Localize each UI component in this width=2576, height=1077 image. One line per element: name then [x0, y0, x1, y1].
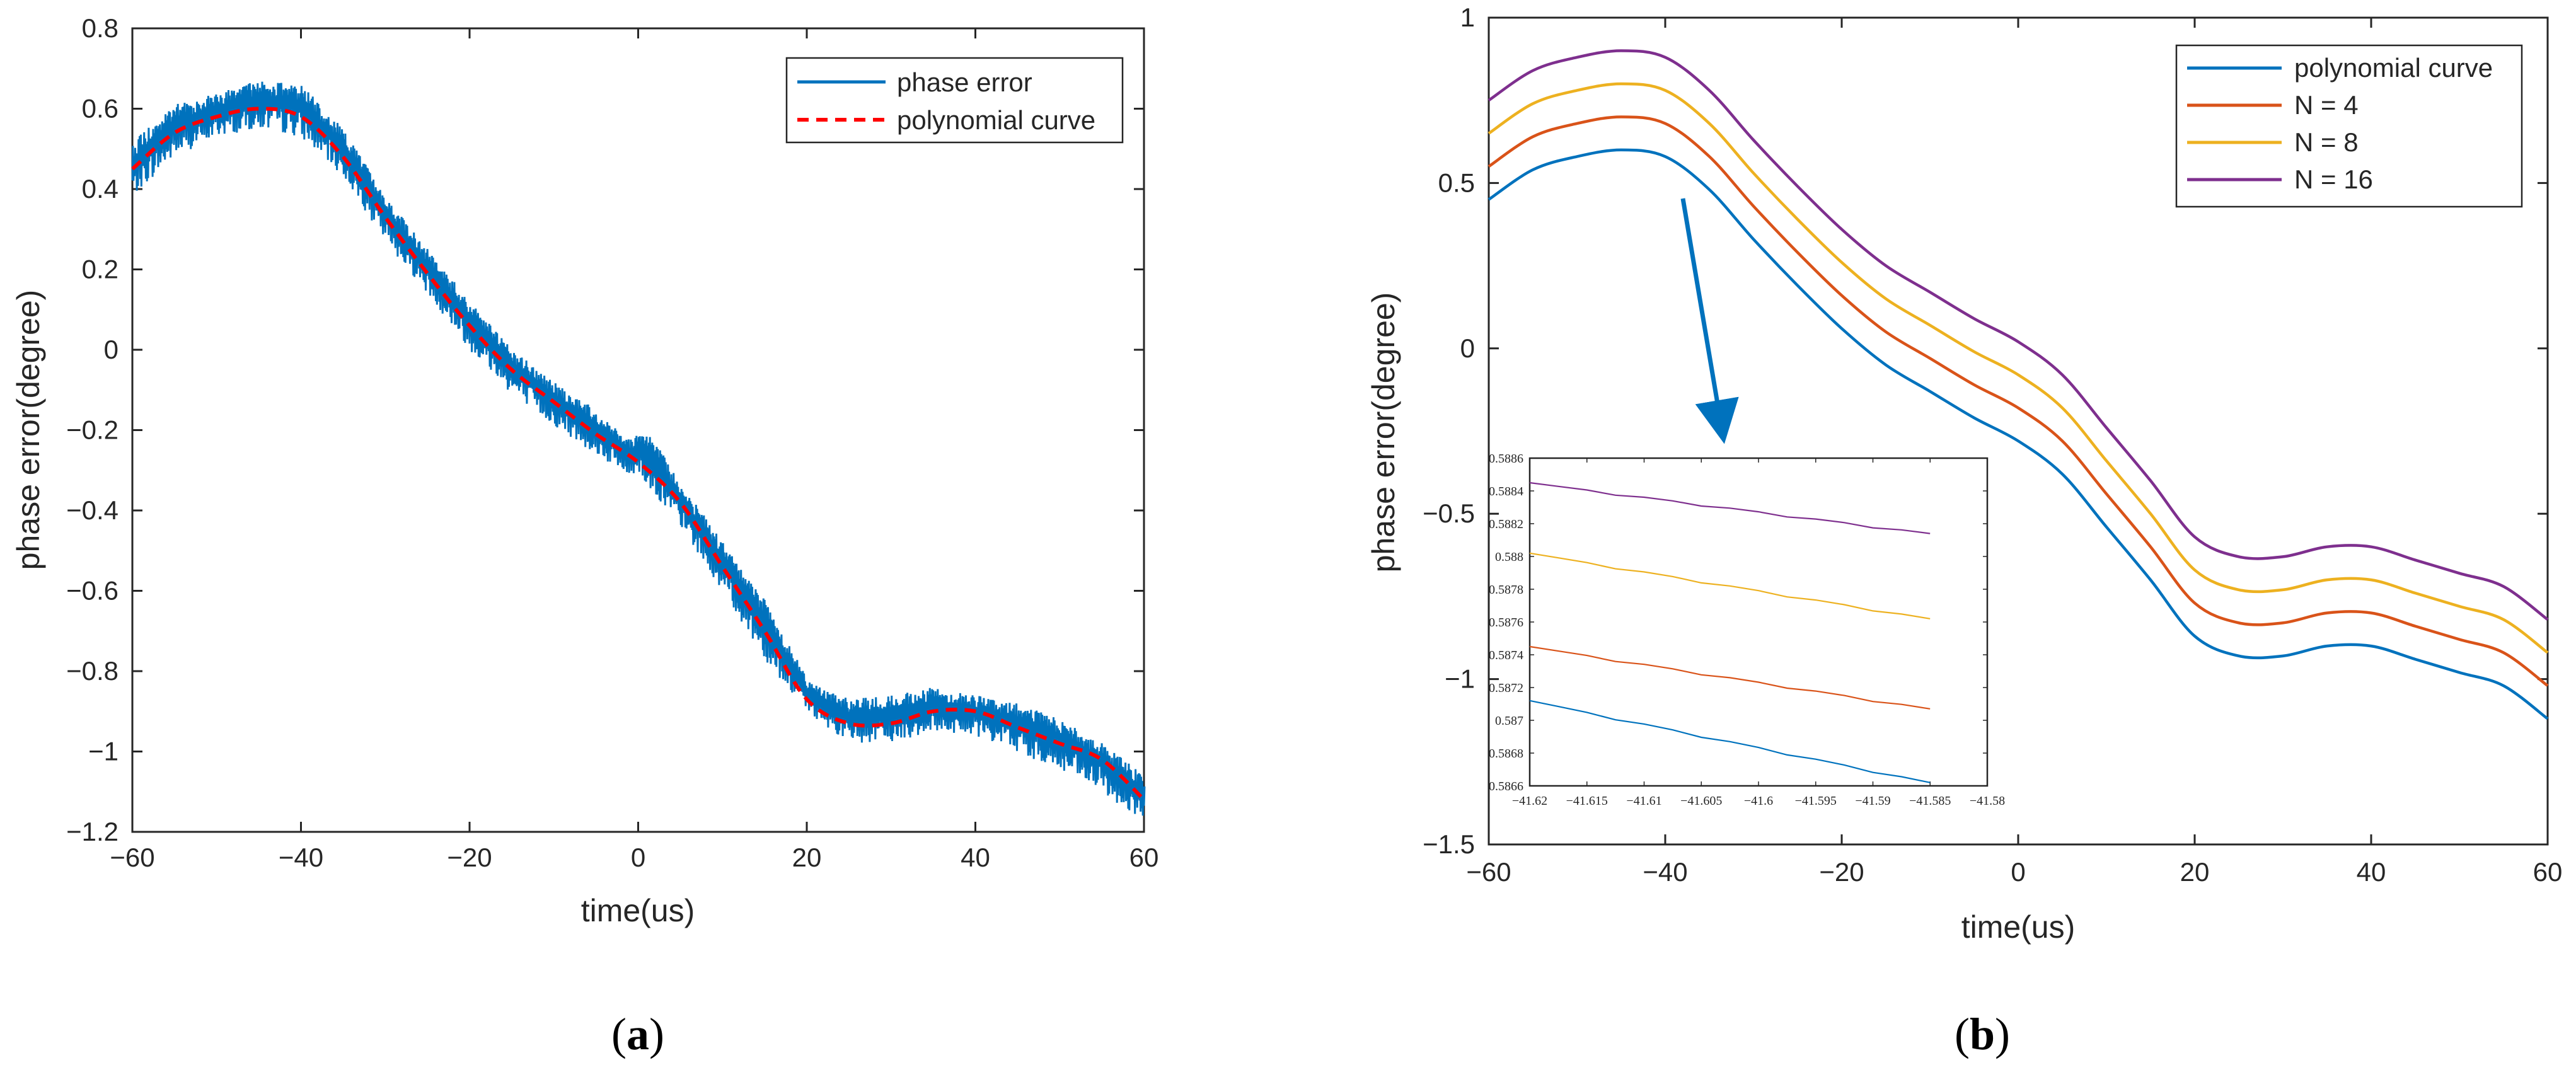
- inset-y-tick-label: 0.5878: [1489, 583, 1523, 597]
- inset-ticks: −41.62 −41.615 −41.61 −41.605 −41.6 −41.595 −4…: [1489, 452, 2005, 808]
- panel-a-y-tick-label: 0.2: [82, 255, 118, 284]
- inset-y-tick-label: 0.5874: [1489, 648, 1523, 662]
- panel-a-y-tick-label: 0.4: [82, 174, 118, 204]
- series-phase-error: [131, 81, 1146, 816]
- series-polynomial-curve: [1487, 148, 2549, 720]
- panel-a-x-axis-label: time(us): [581, 893, 695, 928]
- panel-b-y-tick-label: 0: [1460, 333, 1475, 363]
- inset-x-tick-label: −41.58: [1970, 794, 2005, 808]
- panel-b-x-tick-label: 60: [2533, 857, 2563, 887]
- legend-label-phase-error: phase error: [897, 67, 1032, 97]
- panel-a-x-tick-label: 40: [961, 843, 990, 872]
- panel-b-series: [1487, 49, 2549, 720]
- series-polynomial-curve: [131, 107, 1146, 802]
- panel-b-inset-chart: −41.62 −41.615 −41.61 −41.605 −41.6 −41.595 −4…: [1489, 452, 2005, 808]
- panel-a-x-tick-label: −20: [447, 843, 492, 872]
- legend-label-n4: N = 4: [2294, 90, 2359, 120]
- legend-label-polynomial-curve: polynomial curve: [897, 105, 1095, 135]
- panel-a-legend-box: [785, 57, 1124, 144]
- panel-a-plot-area: [131, 27, 1145, 833]
- panel-a-y-tick-label: 0.6: [82, 94, 118, 124]
- inset-x-tick-label: −41.595: [1795, 794, 1837, 808]
- inset-series-n-4: [1529, 645, 1931, 710]
- panel-a-series: [131, 81, 1146, 816]
- panel-a-y-tick-label: −0.4: [66, 495, 118, 525]
- inset-y-tick-label: 0.5876: [1489, 616, 1523, 630]
- inset-x-tick-label: −41.615: [1566, 794, 1608, 808]
- panel-b-chart: −60 −40 −20 0 20 40 60 −1.5 −1 −0.5 0 0.5 1 time(us)…: [1366, 3, 2562, 1059]
- inset-x-tick-label: −41.61: [1626, 794, 1661, 808]
- inset-series-polynomial-curve: [1529, 700, 1931, 783]
- zoom-arrow: [1680, 198, 1739, 444]
- panel-b-y-tick-label: −1.5: [1423, 829, 1475, 859]
- series-n-4: [1487, 115, 2549, 687]
- panel-b-x-tick-label: 0: [2011, 857, 2025, 887]
- panel-a-x-tick-label: 20: [792, 843, 822, 872]
- panel-b-y-axis-label: phase error(degree): [1366, 292, 1401, 573]
- inset-x-tick-label: −41.59: [1855, 794, 1890, 808]
- panel-b-legend: polynomial curve N = 4 N = 8 N = 16: [2175, 44, 2523, 208]
- panel-b-y-tick-label: 0.5: [1438, 168, 1475, 197]
- panel-a-legend: phase error polynomial curve: [785, 57, 1124, 144]
- series-n-8: [1487, 82, 2549, 654]
- inset-x-tick-label: −41.585: [1909, 794, 1951, 808]
- panel-a-x-tick-label: 0: [631, 843, 645, 872]
- panel-a-y-axis-label: phase error(degree): [11, 290, 46, 570]
- inset-y-tick-label: 0.5884: [1489, 485, 1523, 498]
- inset-series-n-8: [1529, 552, 1931, 619]
- inset-x-tick-label: −41.605: [1680, 794, 1722, 808]
- inset-y-tick-label: 0.5866: [1489, 780, 1523, 793]
- panel-a-letter: a: [627, 1009, 649, 1059]
- inset-plot-area: [1528, 457, 1989, 787]
- panel-a-chart: −60 −40 −20 0 20 40 60 −1.2 −1 −0.8 −0.6 −0.4 −0.2 0 0…: [11, 13, 1158, 1059]
- panel-a-caption: (a): [611, 1009, 664, 1059]
- panel-b-x-tick-label: −40: [1643, 857, 1687, 887]
- panel-a-y-tick-label: −1: [88, 737, 118, 766]
- inset-y-tick-label: 0.588: [1495, 550, 1523, 564]
- panel-b-x-axis-label: time(us): [1961, 909, 2076, 945]
- inset-x-tick-label: −41.6: [1744, 794, 1773, 808]
- panel-a-y-tick-label: −0.2: [66, 415, 118, 445]
- panel-a-ticks: −60 −40 −20 0 20 40 60 −1.2 −1 −0.8 −0.6 −0.4 −0.2 0 0…: [66, 13, 1158, 872]
- inset-y-tick-label: 0.5882: [1489, 517, 1523, 531]
- inset-y-tick-label: 0.5886: [1489, 452, 1523, 466]
- panel-a-y-tick-label: −0.8: [66, 656, 118, 686]
- panel-a-x-tick-label: 60: [1129, 843, 1159, 872]
- inset-y-tick-label: 0.587: [1495, 714, 1523, 728]
- panel-a-x-tick-label: −40: [279, 843, 323, 872]
- inset-y-tick-label: 0.5868: [1489, 747, 1523, 761]
- panel-b-x-tick-label: 40: [2357, 857, 2386, 887]
- panel-b-x-tick-label: 20: [2180, 857, 2210, 887]
- inset-series-n-16: [1529, 481, 1931, 534]
- panel-a-y-tick-label: −1.2: [66, 817, 118, 846]
- panel-b-y-tick-label: 1: [1460, 3, 1475, 32]
- legend-label-polynomial-curve-b: polynomial curve: [2294, 53, 2493, 83]
- inset-y-tick-label: 0.5872: [1489, 681, 1523, 695]
- inset-series: [1529, 481, 1931, 783]
- panel-a-y-tick-label: 0: [104, 335, 118, 364]
- legend-label-n8: N = 8: [2294, 127, 2359, 157]
- panel-b-ticks: −60 −40 −20 0 20 40 60 −1.5 −1 −0.5 0 0.5 1: [1423, 3, 2562, 887]
- panel-b-caption: (b): [1955, 1009, 2010, 1059]
- panel-a-y-tick-label: 0.8: [82, 13, 118, 43]
- panel-b-y-tick-label: −1: [1445, 664, 1475, 694]
- series-n-16: [1487, 49, 2549, 621]
- panel-a-x-tick-label: −60: [110, 843, 154, 872]
- panel-b-x-tick-label: −60: [1466, 857, 1511, 887]
- panel-b-y-tick-label: −0.5: [1423, 498, 1475, 528]
- panel-b-letter: b: [1970, 1009, 1995, 1059]
- legend-label-n16: N = 16: [2294, 164, 2373, 194]
- panel-b-x-tick-label: −20: [1819, 857, 1864, 887]
- inset-x-tick-label: −41.62: [1512, 794, 1547, 808]
- panel-a-y-tick-label: −0.6: [66, 576, 118, 606]
